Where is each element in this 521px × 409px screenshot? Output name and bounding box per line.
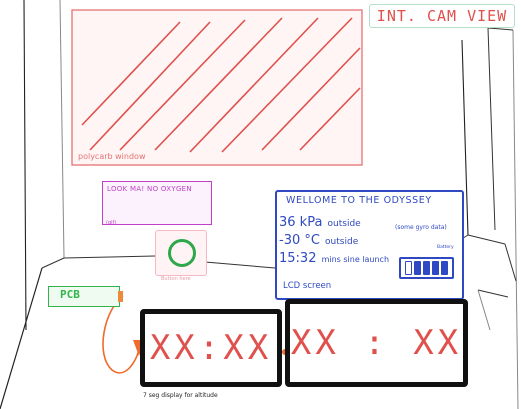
polycarb-window: [71, 9, 363, 166]
temperature-value: -30 °C: [279, 233, 320, 248]
battery-icon: [399, 257, 454, 279]
polycarb-window-label: polycarb window: [78, 152, 146, 161]
pcb-wire: [102, 295, 142, 374]
time-suffix: mins sine launch: [321, 255, 390, 264]
battery-note: Battery: [437, 245, 454, 250]
pcb-board: [48, 286, 120, 307]
sticker-panel: [102, 181, 212, 225]
view-title: INT. CAM VIEW: [369, 4, 515, 28]
time-value: 15:32: [279, 251, 317, 266]
pressure-value: 36 kPa: [279, 215, 323, 230]
gyro-data-note: (some gyro data): [395, 224, 447, 231]
battery-cell: [414, 261, 421, 275]
pcb-label: PCB: [60, 288, 80, 301]
pcb-connector: [118, 291, 123, 302]
pressure-suffix: outside: [327, 219, 361, 229]
battery-cell: [432, 261, 439, 275]
button-ring-icon[interactable]: [168, 239, 196, 267]
seven-seg-caption: 7 seg display for altitude: [143, 392, 218, 399]
button-label: Button here: [161, 276, 191, 282]
seven-seg-display-right: XX : XX: [285, 299, 468, 387]
battery-cell: [405, 261, 412, 275]
temperature-suffix: outside: [325, 237, 359, 247]
lcd-temperature-line: -30 °C outside: [279, 229, 358, 248]
lcd-welcome-text: WELLOME TO THE ODYSSEY: [286, 195, 432, 206]
lcd-time-line: 15:32 mins sine launch: [279, 247, 389, 266]
lcd-screen-label: LCD screen: [283, 281, 332, 291]
battery-cell: [441, 261, 448, 275]
sticker-small-text: (gif): [106, 220, 117, 226]
lcd-pressure-line: 36 kPa outside: [279, 211, 361, 230]
battery-cell: [423, 261, 430, 275]
lcd-screen: [275, 190, 464, 300]
sticker-text: LOOK MA! NO OXYGEN: [107, 185, 192, 193]
polycarb-hatching: [81, 17, 361, 153]
seven-seg-display-left: XX:XX: [140, 309, 282, 387]
